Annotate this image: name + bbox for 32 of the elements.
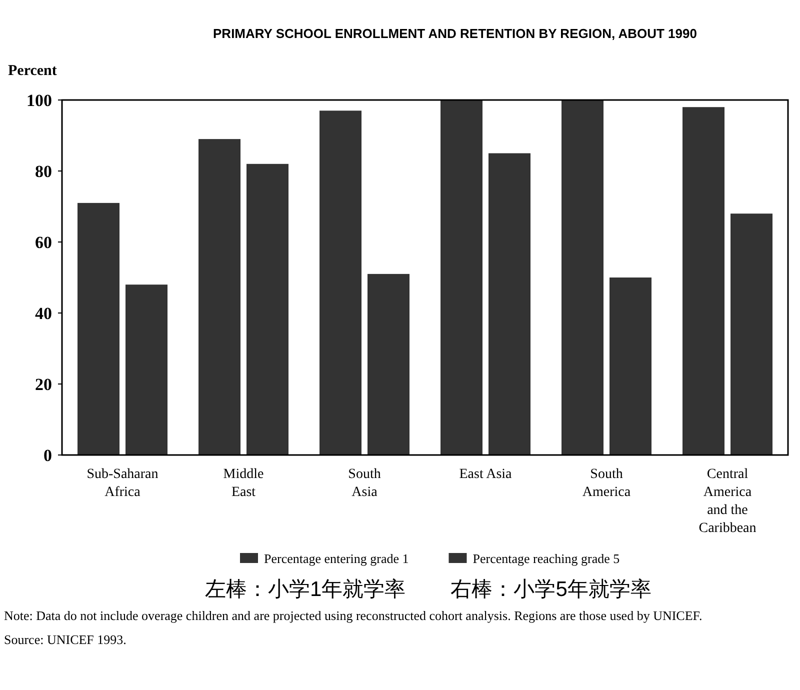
bar [368,274,410,455]
x-tick-label: Sub-Saharan Africa [86,467,158,500]
source-note: Source: UNICEF 1993. [4,632,126,647]
y-axis-title: Percent [8,63,57,79]
bar [78,202,120,455]
legend-label: Percentage entering grade 1 [264,551,409,566]
x-tick-label: Central America and the Caribbean [698,467,756,536]
bar [488,153,530,455]
y-tick-label: 40 [35,304,52,323]
bar [562,100,604,455]
chart-title: PRIMARY SCHOOL ENROLLMENT AND RETENTION BY REGION, ABOUT 1990 [213,26,697,41]
bar [730,214,772,455]
legend-label: Percentage reaching grade 5 [472,551,620,566]
text: Note: Data do not include overage children and are projected using reconstructed cohort analysis. Regions are those used by UNICEF. [4,608,702,623]
bar [246,164,288,455]
text: 右棒：小学5年就学率 [450,578,652,601]
x-tick-label: South America [582,467,632,500]
bar [320,110,362,455]
bar [682,107,724,455]
y-tick-label: 60 [35,233,52,252]
bar [198,139,240,455]
y-tick-label: 80 [35,162,52,181]
y-tick-label: 20 [35,375,52,394]
bar [440,100,482,455]
x-tick-label: South Asia [348,467,381,500]
bar [610,278,652,455]
y-tick-label: 100 [26,91,52,110]
x-tick-label: Middle East [223,467,264,500]
bar [126,284,168,455]
x-tick-label: East Asia [459,467,513,482]
text: 左棒：小学1年就学率 [205,578,406,601]
y-tick-label: 0 [44,446,52,465]
